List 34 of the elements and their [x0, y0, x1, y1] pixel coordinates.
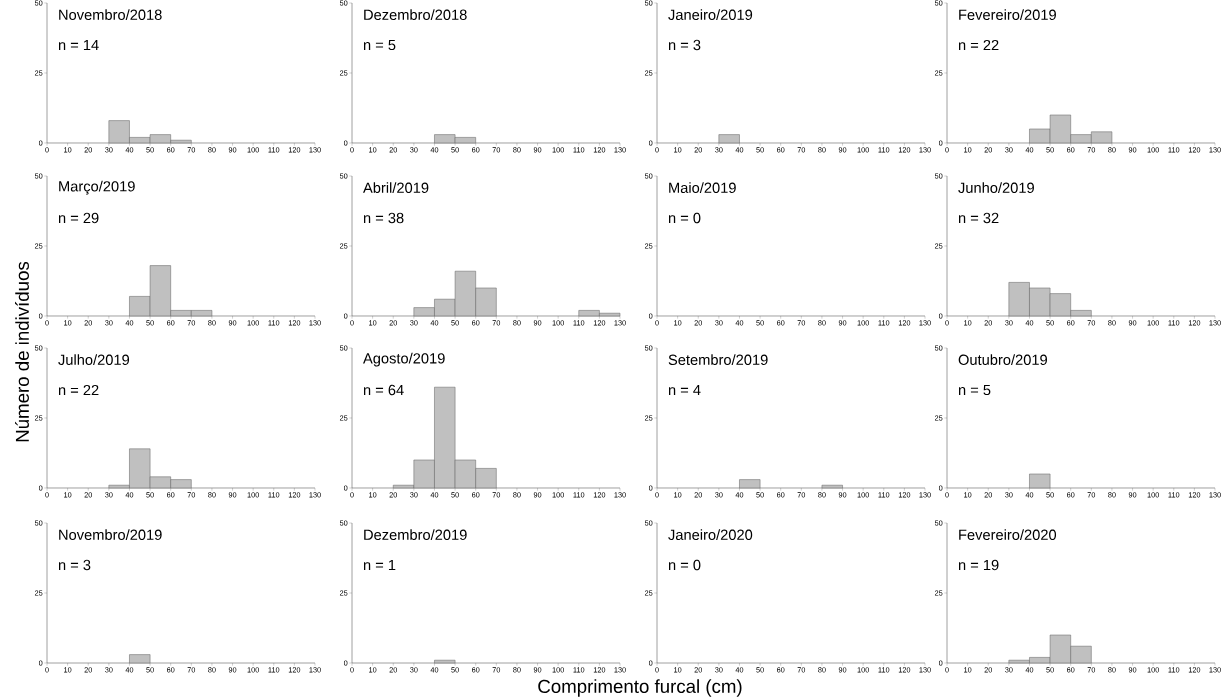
chart-title: Dezembro/2019 [364, 529, 467, 540]
text: n = 38 [363, 212, 404, 224]
x-axis-title: Comprimento furcal (cm) [538, 679, 742, 697]
chart-title: Fevereiro/2019 [959, 9, 1056, 20]
chart-title: Março/2019 [59, 180, 135, 195]
text: n = 22 [58, 384, 99, 396]
text: n = 32 [958, 212, 999, 224]
text: n = 64 [363, 384, 404, 396]
text: n = 1 [363, 559, 396, 571]
chart-title: Janeiro/2020 [668, 529, 753, 540]
chart-title: Abril/2019 [363, 182, 429, 193]
text: n = 3 [668, 39, 701, 51]
text: n = 3 [58, 559, 91, 571]
chart-title: Dezembro/2018 [364, 9, 467, 20]
text: n = 5 [958, 384, 991, 396]
chart-title: Fevereiro/2020 [959, 529, 1057, 540]
chart-title: Agosto/2019 [363, 352, 445, 367]
text: n = 29 [58, 212, 99, 224]
text: n = 4 [668, 384, 701, 396]
text: n = 5 [363, 39, 396, 51]
chart-title: Maio/2019 [669, 182, 736, 193]
chart-title: Outubro/2019 [958, 354, 1047, 365]
chart-title: Junho/2019 [958, 182, 1034, 193]
text: n = 0 [668, 559, 701, 571]
chart-title: Novembro/2018 [59, 9, 162, 20]
chart-title: Janeiro/2019 [668, 9, 753, 20]
text: n = 22 [958, 39, 999, 51]
text: n = 0 [668, 212, 701, 224]
y-axis-title: Número de indivíduos [15, 261, 29, 442]
chart-title: Novembro/2019 [59, 529, 162, 540]
text: n = 14 [58, 39, 99, 51]
text: n = 19 [958, 559, 999, 571]
chart-title: Julho/2019 [58, 354, 130, 365]
chart-title: Setembro/2019 [668, 354, 768, 365]
